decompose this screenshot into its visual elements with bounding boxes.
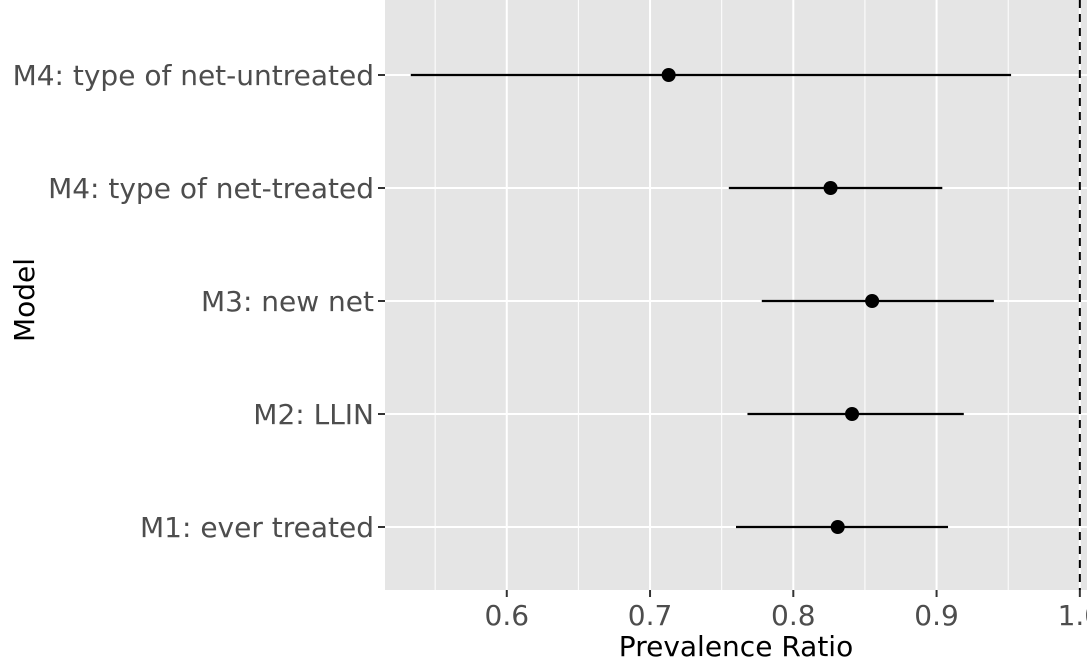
x-tick-label: 0.7 [628,599,673,632]
estimate-point [830,520,845,534]
estimate-point [865,294,880,308]
y-tick-label: M4: type of net-treated [48,172,374,205]
estimate-point [845,407,860,421]
x-tick-label: 0.8 [771,599,816,632]
plot-panel [385,0,1087,590]
x-axis-title: Prevalence Ratio [619,630,853,663]
x-tick-label: 0.9 [914,599,959,632]
y-tick-label: M3: new net [201,285,374,318]
x-tick-label: 0.6 [485,599,530,632]
x-axis-ticks: 0.6 0.7 0.8 0.9 1.0 [485,590,1087,632]
estimate-point [661,68,676,82]
minor-gridlines [434,0,1009,590]
estimate-marks [410,68,1012,534]
x-tick-label: 1.0 [1058,599,1087,632]
y-tick-label: M2: LLIN [253,398,374,431]
y-tick-label: M4: type of net-untreated [13,59,374,92]
y-axis-ticks: M4: type of net-untreated M4: type of net… [13,59,385,544]
y-axis-title: Model [8,258,41,342]
y-tick-label: M1: ever treated [140,511,374,544]
estimate-point [823,181,838,195]
